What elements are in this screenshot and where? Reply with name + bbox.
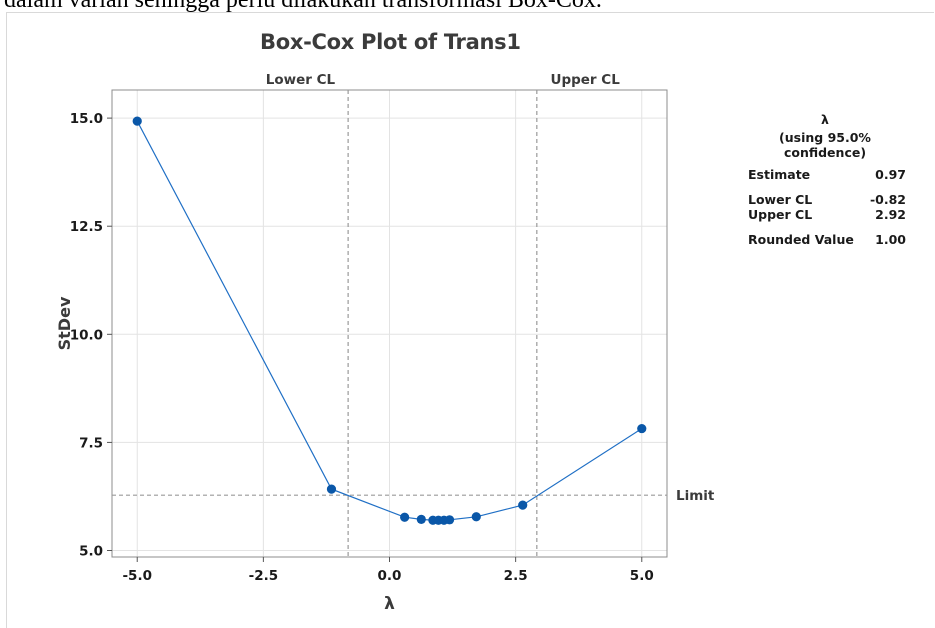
document-text-fragment: dalam varian sehingga perlu dilakukan tr… [4, 0, 602, 13]
y-tick-label: 10.0 [70, 327, 103, 343]
rounded-value-row: Rounded Value 1.00 [748, 232, 906, 247]
limit-label: Limit [676, 488, 715, 504]
chart-frame [6, 12, 934, 628]
lower-cl-label: Lower CL [748, 192, 813, 207]
estimate-label: Estimate [748, 167, 811, 182]
stdev-point [326, 484, 337, 494]
x-tick-label: 0.0 [378, 568, 402, 584]
y-tick-label: 5.0 [79, 544, 103, 560]
x-tick-label: -5.0 [122, 568, 152, 584]
stdev-point [518, 500, 528, 510]
estimate-value: 0.97 [875, 167, 906, 182]
lower-cl-row: Lower CL -0.82 [748, 192, 906, 207]
stdev-point [400, 512, 410, 522]
stdev-point [637, 423, 647, 434]
stdev-point [132, 116, 142, 126]
y-tick-label: 15.0 [70, 111, 103, 127]
lambda-summary: λ (using 95.0% confidence) Estimate 0.97… [736, 112, 920, 247]
y-tick-label: 7.5 [79, 435, 103, 451]
y-axis-label: StDev [55, 296, 74, 350]
x-tick-label: 2.5 [504, 568, 528, 584]
lower-cl-label: Lower CL [266, 72, 336, 88]
lambda-header: λ [821, 112, 829, 127]
stdev-point [416, 514, 426, 524]
chart-title: Box-Cox Plot of Trans1 [260, 30, 521, 54]
lower-cl-value: -0.82 [869, 192, 906, 207]
rounded-value-value: 1.00 [875, 232, 906, 247]
upper-cl-value: 2.92 [875, 207, 906, 222]
rounded-value-label: Rounded Value [748, 232, 854, 247]
estimate-row: Estimate 0.97 [748, 167, 906, 182]
upper-cl-row: Upper CL 2.92 [748, 207, 906, 222]
stdev-point [444, 515, 455, 525]
x-tick-label: -2.5 [249, 568, 279, 584]
upper-cl-label: Upper CL [748, 207, 813, 222]
upper-cl-label: Upper CL [550, 72, 620, 88]
x-axis-label: λ [384, 594, 395, 614]
x-tick-label: 5.0 [630, 568, 654, 584]
stdev-point [471, 512, 481, 522]
confidence-subheader: (using 95.0% confidence) [779, 130, 871, 160]
y-tick-label: 12.5 [70, 219, 103, 235]
